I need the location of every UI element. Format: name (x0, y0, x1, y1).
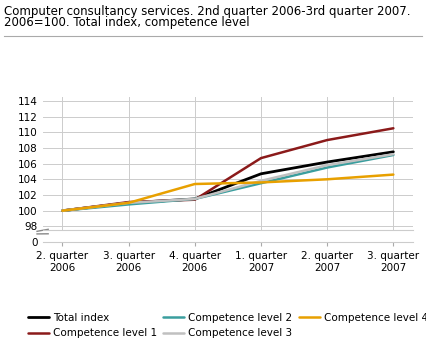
Legend: Total index, Competence level 1, Competence level 2, Competence level 3, Compete: Total index, Competence level 1, Compete… (24, 309, 426, 343)
Text: Computer consultancy services. 2nd quarter 2006-3rd quarter 2007.: Computer consultancy services. 2nd quart… (4, 5, 411, 18)
Competence level 1 (192, 198, 197, 202)
Total index (192, 197, 197, 201)
Competence level 2 (325, 165, 330, 170)
Total index (60, 209, 65, 213)
Competence level 4 (60, 209, 65, 213)
Competence level 4 (259, 180, 264, 184)
Competence level 1 (325, 138, 330, 142)
Competence level 4 (192, 182, 197, 186)
Competence level 3 (126, 201, 131, 205)
Competence level 3 (391, 152, 396, 156)
Competence level 4 (391, 173, 396, 177)
Competence level 4 (325, 177, 330, 181)
Competence level 1 (391, 126, 396, 130)
Text: 2006=100. Total index, competence level: 2006=100. Total index, competence level (4, 16, 250, 29)
Competence level 1 (126, 200, 131, 204)
Line: Competence level 2: Competence level 2 (63, 155, 393, 211)
Competence level 2 (391, 153, 396, 157)
Competence level 3 (325, 163, 330, 167)
Competence level 2 (259, 181, 264, 185)
Line: Competence level 4: Competence level 4 (63, 175, 393, 211)
Competence level 3 (192, 197, 197, 201)
Total index (126, 201, 131, 205)
Line: Competence level 3: Competence level 3 (63, 154, 393, 211)
Competence level 2 (192, 197, 197, 201)
Total index (391, 150, 396, 154)
Competence level 3 (259, 179, 264, 183)
Competence level 2 (60, 209, 65, 213)
Competence level 4 (126, 201, 131, 205)
Line: Competence level 1: Competence level 1 (63, 128, 393, 211)
Total index (259, 172, 264, 176)
Competence level 1 (60, 209, 65, 213)
Competence level 1 (259, 156, 264, 160)
Line: Total index: Total index (63, 152, 393, 211)
Competence level 3 (60, 209, 65, 213)
Total index (325, 160, 330, 164)
Competence level 2 (126, 202, 131, 207)
